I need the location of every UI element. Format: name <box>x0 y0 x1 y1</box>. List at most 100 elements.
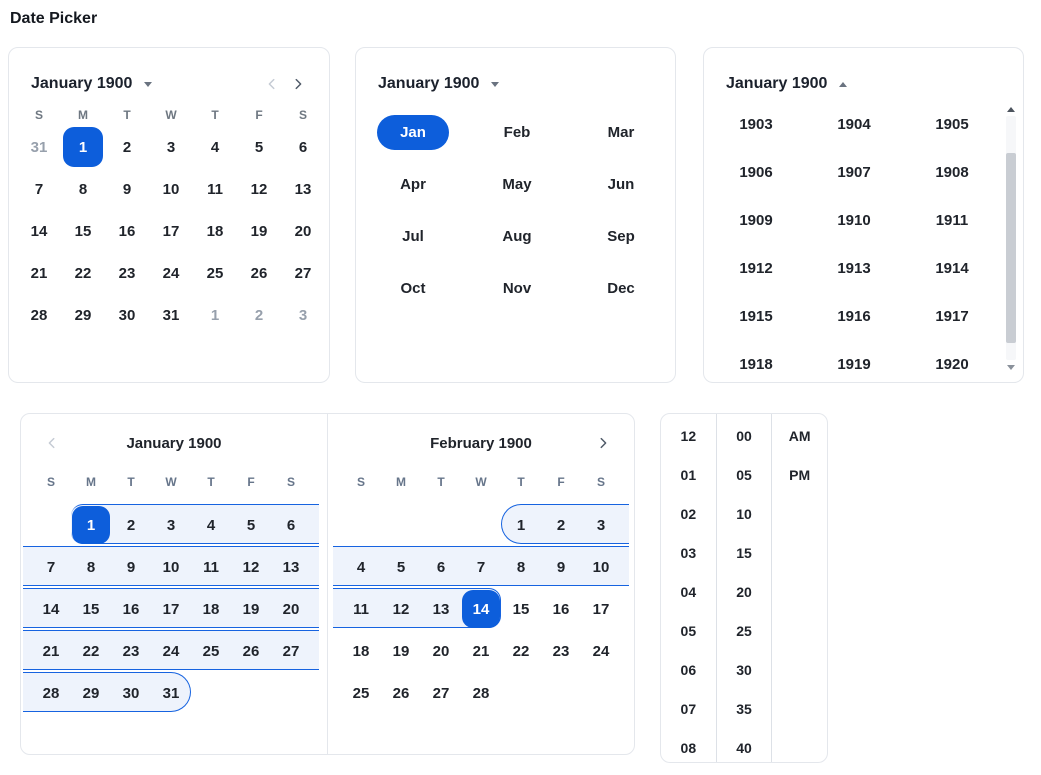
day-cell[interactable]: 2 <box>541 504 581 546</box>
day-cell[interactable]: 31 <box>149 294 193 336</box>
day-cell[interactable]: 26 <box>237 252 281 294</box>
day-cell[interactable]: 19 <box>381 630 421 672</box>
day-cell[interactable]: 18 <box>191 588 231 630</box>
scroll-down-button[interactable] <box>1005 360 1017 374</box>
next-month-button[interactable] <box>285 71 311 97</box>
month-year-dropdown-button[interactable]: January 1900 <box>726 75 848 93</box>
day-cell[interactable]: 23 <box>541 630 581 672</box>
day-cell[interactable]: 19 <box>231 588 271 630</box>
day-cell[interactable]: 15 <box>71 588 111 630</box>
month-cell[interactable]: Apr <box>361 158 465 210</box>
month-year-dropdown-button[interactable]: January 1900 <box>378 75 500 93</box>
year-cell[interactable]: 1907 <box>837 163 871 181</box>
day-cell[interactable]: 4 <box>191 504 231 546</box>
day-cell[interactable]: 27 <box>281 252 325 294</box>
year-cell[interactable]: 1906 <box>739 163 773 181</box>
month-cell[interactable]: Dec <box>569 262 673 314</box>
minute-option[interactable]: 05 <box>736 466 752 483</box>
day-cell[interactable]: 6 <box>281 126 325 168</box>
month-cell[interactable]: Mar <box>569 106 673 158</box>
day-cell[interactable]: 24 <box>581 630 621 672</box>
day-cell[interactable]: 23 <box>105 252 149 294</box>
day-cell[interactable]: 15 <box>61 210 105 252</box>
day-cell[interactable]: 21 <box>31 630 71 672</box>
day-cell[interactable]: 29 <box>61 294 105 336</box>
day-cell[interactable]: 27 <box>421 672 461 714</box>
day-cell[interactable]: 2 <box>105 126 149 168</box>
day-cell[interactable]: 4 <box>193 126 237 168</box>
day-cell[interactable]: 12 <box>231 546 271 588</box>
year-cell[interactable]: 1919 <box>837 355 871 373</box>
day-cell[interactable]: 3 <box>151 504 191 546</box>
month-cell[interactable]: Jan <box>361 106 465 158</box>
year-cell[interactable]: 1905 <box>935 115 969 133</box>
day-cell[interactable]: 8 <box>61 168 105 210</box>
day-cell[interactable]: 4 <box>341 546 381 588</box>
day-cell[interactable]: 7 <box>17 168 61 210</box>
month-cell[interactable]: Jun <box>569 158 673 210</box>
year-cell[interactable]: 1903 <box>739 115 773 133</box>
day-cell[interactable]: 23 <box>111 630 151 672</box>
day-cell[interactable]: 11 <box>341 588 381 630</box>
month-cell[interactable]: Sep <box>569 210 673 262</box>
hour-option[interactable]: 02 <box>680 505 697 522</box>
minute-option[interactable]: 35 <box>736 700 752 717</box>
day-cell[interactable]: 7 <box>31 546 71 588</box>
year-cell[interactable]: 1913 <box>837 259 871 277</box>
year-cell[interactable]: 1914 <box>935 259 969 277</box>
minute-option[interactable]: 00 <box>736 427 752 444</box>
meridiem-option[interactable]: PM <box>789 466 811 483</box>
day-cell[interactable]: 24 <box>149 252 193 294</box>
day-cell[interactable]: 27 <box>271 630 311 672</box>
day-cell[interactable]: 15 <box>501 588 541 630</box>
day-cell[interactable]: 19 <box>237 210 281 252</box>
day-cell[interactable]: 29 <box>71 672 111 714</box>
day-cell[interactable]: 20 <box>281 210 325 252</box>
day-cell[interactable]: 22 <box>61 252 105 294</box>
day-cell[interactable]: 21 <box>461 630 501 672</box>
day-cell[interactable]: 26 <box>381 672 421 714</box>
day-cell[interactable]: 3 <box>149 126 193 168</box>
day-cell[interactable]: 28 <box>17 294 61 336</box>
minute-option[interactable]: 40 <box>736 739 752 756</box>
day-cell[interactable]: 14 <box>31 588 71 630</box>
next-month-button[interactable] <box>590 430 616 456</box>
year-cell[interactable]: 1911 <box>935 211 969 229</box>
year-cell[interactable]: 1915 <box>739 307 773 325</box>
hour-option[interactable]: 07 <box>680 700 697 717</box>
year-cell[interactable]: 1918 <box>739 355 773 373</box>
month-cell[interactable]: Jul <box>361 210 465 262</box>
day-cell[interactable]: 9 <box>541 546 581 588</box>
scrollbar-track[interactable] <box>1006 116 1016 360</box>
year-cell[interactable]: 1909 <box>739 211 773 229</box>
hour-option[interactable]: 04 <box>680 583 697 600</box>
day-cell[interactable]: 8 <box>71 546 111 588</box>
day-cell[interactable]: 7 <box>461 546 501 588</box>
year-cell[interactable]: 1920 <box>935 355 969 373</box>
month-cell[interactable]: Aug <box>465 210 569 262</box>
scroll-up-button[interactable] <box>1005 102 1017 116</box>
hour-option[interactable]: 05 <box>680 622 697 639</box>
day-cell[interactable]: 17 <box>151 588 191 630</box>
day-cell[interactable]: 1 <box>61 126 105 168</box>
year-cell[interactable]: 1912 <box>739 259 773 277</box>
day-cell[interactable]: 26 <box>231 630 271 672</box>
day-cell[interactable]: 18 <box>341 630 381 672</box>
minute-option[interactable]: 20 <box>736 583 752 600</box>
day-cell[interactable]: 1 <box>193 294 237 336</box>
day-cell[interactable]: 22 <box>501 630 541 672</box>
day-cell[interactable]: 8 <box>501 546 541 588</box>
day-cell[interactable]: 5 <box>231 504 271 546</box>
day-cell[interactable]: 6 <box>421 546 461 588</box>
hour-option[interactable]: 01 <box>680 466 697 483</box>
day-cell[interactable]: 13 <box>271 546 311 588</box>
day-cell[interactable]: 28 <box>31 672 71 714</box>
hour-option[interactable]: 12 <box>680 427 697 444</box>
day-cell[interactable]: 10 <box>581 546 621 588</box>
day-cell[interactable]: 25 <box>191 630 231 672</box>
day-cell[interactable]: 5 <box>237 126 281 168</box>
hour-option[interactable]: 03 <box>680 544 697 561</box>
month-cell[interactable]: Feb <box>465 106 569 158</box>
day-cell[interactable]: 6 <box>271 504 311 546</box>
day-cell[interactable]: 17 <box>149 210 193 252</box>
